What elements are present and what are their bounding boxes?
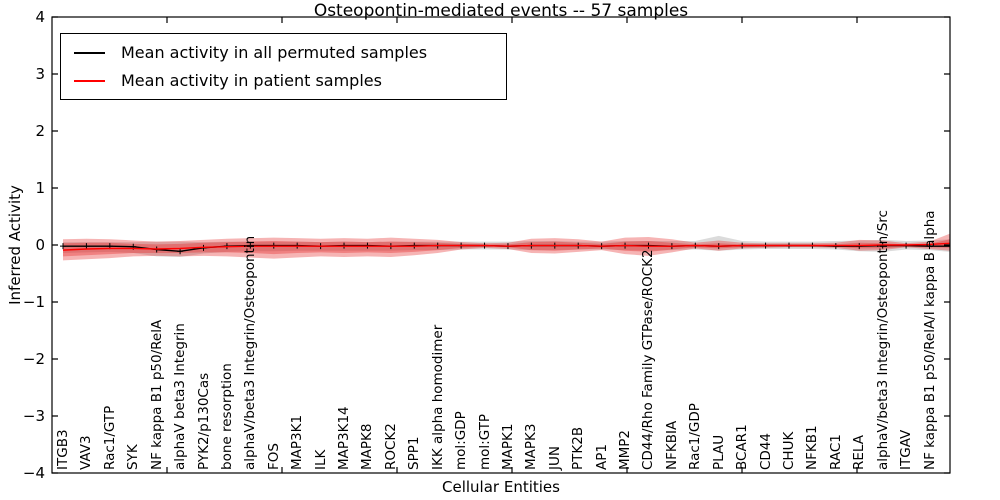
x-category-label: ITGAV (898, 429, 915, 470)
permuted-line-swatch (74, 51, 105, 54)
x-category-label: bone resorption (218, 363, 235, 470)
x-category-label: RELA (851, 435, 868, 470)
patient-line-swatch (74, 79, 105, 82)
y-tick-label: −2 (22, 350, 45, 368)
x-category-label: IKK alpha homodimer (429, 324, 446, 470)
x-category-label: alphaV/beta3 Integrin/Osteopontin/Src (874, 210, 891, 470)
legend-label-patient: Mean activity in patient samples (121, 71, 382, 90)
x-category-label: JUN (546, 446, 563, 470)
y-tick-label: 1 (35, 179, 45, 197)
x-category-label: MAPK1 (499, 423, 516, 470)
x-category-label: MAPK8 (359, 423, 376, 470)
y-tick-label: 3 (35, 65, 45, 83)
x-category-label: ILK (312, 449, 329, 470)
x-category-label: ROCK2 (382, 423, 399, 470)
y-tick-label: −1 (22, 293, 45, 311)
x-category-label: VAV3 (78, 435, 95, 470)
x-category-label: MAP3K14 (336, 406, 353, 470)
patient-sample-range-inner-band (63, 239, 950, 257)
patient-sample-range-outer-band (63, 233, 950, 261)
x-category-label: CD44/Rho Family GTPase/ROCK2 (640, 249, 657, 470)
x-category-label: SPP1 (406, 436, 423, 470)
chart-title: Osteopontin-mediated events -- 57 sample… (313, 1, 689, 21)
legend-item-permuted: Mean activity in all permuted samples (61, 43, 506, 62)
x-axis-label: Cellular Entities (442, 478, 560, 496)
x-category-label: PLAU (710, 434, 727, 470)
x-category-label: MAPK3 (523, 423, 540, 470)
x-category-label: RAC1 (827, 434, 844, 470)
x-category-label: PTK2B (570, 426, 587, 470)
x-category-label: mol:GTP (476, 413, 493, 470)
x-category-label: Rac1/GTP (101, 405, 118, 470)
x-category-label: NFKB1 (804, 425, 821, 470)
x-category-label: CD44 (757, 433, 774, 470)
y-tick-label: 0 (35, 236, 45, 254)
x-category-label: SYK (125, 444, 142, 470)
patient-mean-line (62, 242, 951, 251)
x-category-label: NF kappa B1 p50/RelA/I kappa B alpha (921, 210, 938, 470)
x-category-label: NFKBIA (663, 420, 680, 470)
x-category-label: mol:GDP (453, 411, 470, 470)
x-category-label: AP1 (593, 444, 610, 470)
x-category-label: ITGB3 (55, 429, 71, 470)
y-tick-label: −4 (22, 464, 45, 482)
y-tick-label: 4 (35, 8, 45, 26)
x-category-label: alphaV/beta3 Integrin/Osteopontin (242, 235, 259, 470)
x-category-label: CHUK (780, 431, 797, 470)
x-category-label: PYK2/p130Cas (195, 372, 212, 470)
y-tick-label: 2 (35, 122, 45, 140)
x-category-label: NF kappa B1 p50/RelA (148, 319, 165, 470)
x-category-label: MAP3K1 (289, 414, 306, 470)
legend-label-permuted: Mean activity in all permuted samples (121, 43, 428, 62)
x-category-label: MMP2 (617, 429, 634, 470)
y-tick-label: −3 (22, 407, 45, 425)
x-category-label: Rac1/GDP (687, 403, 704, 470)
axis-ticks (52, 16, 950, 474)
legend-item-patient: Mean activity in patient samples (61, 71, 506, 90)
x-category-label: BCAR1 (734, 424, 751, 470)
x-category-label: alphaV beta3 Integrin (172, 323, 189, 470)
legend: Mean activity in all permuted samples Me… (60, 33, 507, 100)
x-category-label: FOS (265, 443, 282, 470)
